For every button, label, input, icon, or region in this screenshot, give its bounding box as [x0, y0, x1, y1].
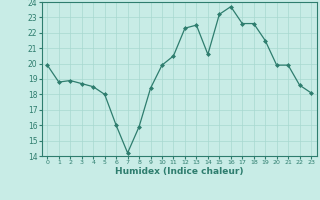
X-axis label: Humidex (Indice chaleur): Humidex (Indice chaleur): [115, 167, 244, 176]
